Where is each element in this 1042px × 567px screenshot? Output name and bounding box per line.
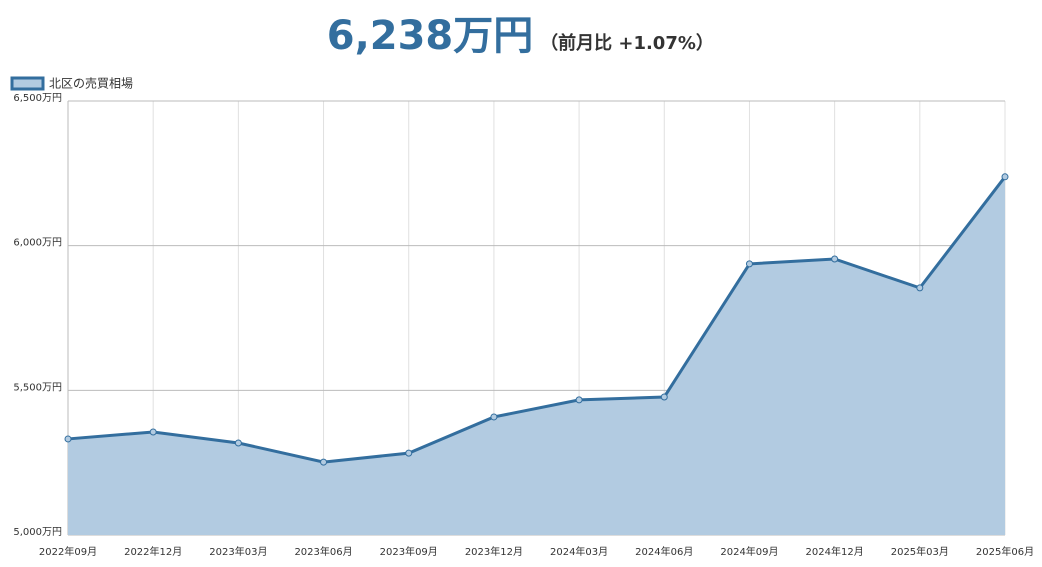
point: [149, 428, 157, 436]
y-tick-label: 6,500万円: [13, 93, 62, 104]
point: [660, 393, 668, 401]
point: [234, 439, 242, 447]
y-tick-label: 5,000万円: [13, 527, 62, 538]
x-tick-label: 2023年09月: [380, 545, 438, 558]
point: [405, 449, 413, 457]
point: [745, 260, 753, 268]
point: [831, 255, 839, 263]
y-tick-label: 6,000万円: [13, 238, 62, 249]
x-tick-label: 2024年03月: [550, 545, 608, 558]
x-tick-label: 2024年06月: [635, 545, 693, 558]
x-tick-label: 2023年03月: [209, 545, 267, 558]
x-tick-label: 2023年12月: [465, 545, 523, 558]
point: [64, 435, 72, 443]
x-tick-label: 2022年12月: [124, 545, 182, 558]
legend-label: 北区の売買相場: [49, 76, 133, 91]
point: [490, 413, 498, 421]
point: [320, 458, 328, 466]
area-fill: [68, 176, 1005, 535]
chart-title: 6,238万円: [327, 13, 534, 59]
point: [1001, 173, 1009, 181]
x-tick-label: 2025年06月: [976, 545, 1034, 558]
x-tick-label: 2025年03月: [891, 545, 949, 558]
line: [67, 175, 1007, 464]
y-tick-label: 5,500万円: [13, 382, 62, 393]
x-tick-label: 2024年12月: [806, 545, 864, 558]
x-tick-label: 2023年06月: [294, 545, 352, 558]
legend-swatch: [10, 76, 45, 91]
point: [916, 284, 924, 292]
x-tick-label: 2022年09月: [39, 545, 97, 558]
chart-subtitle: （前月比 +1.07%）: [540, 32, 714, 54]
point: [575, 396, 583, 404]
x-tick-label: 2024年09月: [720, 545, 778, 558]
